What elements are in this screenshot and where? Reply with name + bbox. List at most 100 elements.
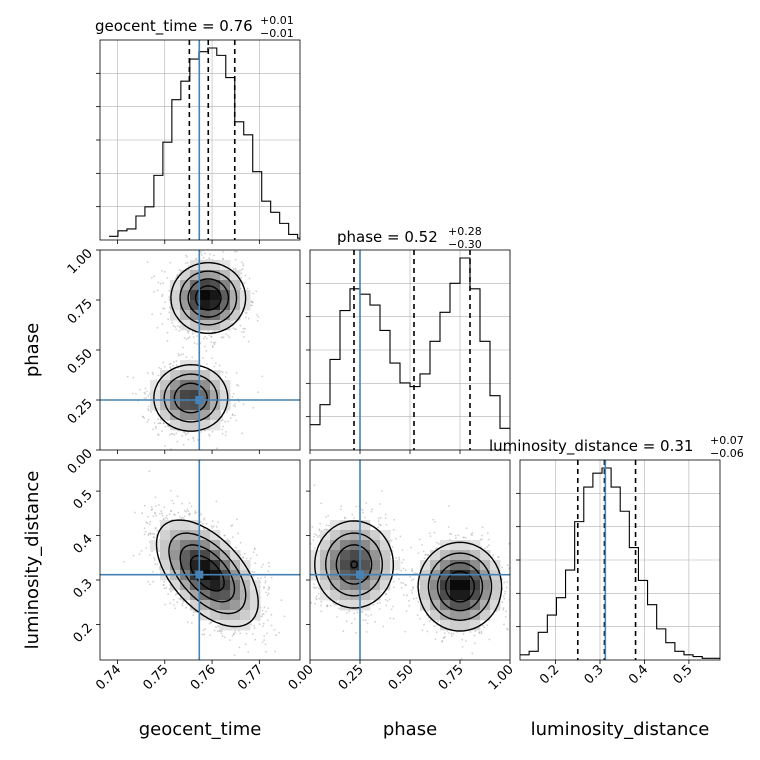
scatter-point [158,422,161,425]
scatter-point [220,419,223,422]
density-cell [200,300,211,311]
scatter-point [257,316,260,318]
scatter-point [221,635,224,638]
scatter-point [265,610,267,613]
scatter-point [228,336,231,339]
scatter-point [177,511,180,514]
scatter-point [264,580,267,582]
scatter-point [180,353,183,356]
panel-frame [99,39,301,241]
hist-bin [244,135,253,240]
hist-bin [593,473,602,660]
scatter-point [170,510,172,512]
scatter-point [209,634,212,637]
scatter-point [186,256,188,258]
y-tick-label: 0.00 [65,446,96,477]
scatter-point [211,430,214,433]
scatter-point [191,356,194,359]
scatter-point [188,514,191,516]
scatter-point [192,332,194,335]
scatter-point [158,367,161,369]
density-cell [170,280,181,291]
scatter-point [233,654,236,657]
hist-bin [566,570,575,660]
density-cell [170,290,181,301]
scatter-point [209,335,212,338]
scatter-point [242,263,245,265]
scatter-point [234,267,237,270]
scatter-point [253,571,256,573]
hist-bin [380,330,390,450]
scatter-point [163,307,166,310]
scatter-point [152,515,155,518]
scatter-point [164,301,166,304]
scatter-point [208,258,211,261]
density-cell [210,400,221,411]
scatter-point [196,343,199,345]
scatter-point [187,513,190,516]
scatter-point [245,643,247,646]
density-cell [170,380,181,391]
density-cell [190,390,201,401]
scatter-point [162,307,164,310]
hist-bin [118,231,127,240]
scatter-point [170,433,173,435]
scatter-point [253,547,256,550]
hist-bin [520,655,529,660]
hist-body [108,40,300,240]
scatter-point [167,424,169,427]
scatter-point [183,431,186,434]
scatter-point [152,373,155,376]
scatter-point [274,650,277,653]
scatter-point [242,264,245,267]
scatter-point [162,584,165,586]
density-cell [230,290,241,301]
scatter-point [166,277,169,279]
scatter-point [176,440,179,443]
density-cell [170,420,181,431]
scatter-point [159,422,162,424]
scatter-point [182,353,185,355]
scatter-point [185,338,188,341]
scatter-point [192,436,195,439]
scatter-point [159,282,162,285]
scatter-point [169,261,172,264]
scatter-point [134,511,136,514]
scatter-point [183,337,186,339]
scatter-point [157,374,160,377]
scatter-point [200,254,203,256]
scatter-point [221,257,224,260]
hist-bin [181,81,190,240]
scatter-point [234,403,236,405]
scatter-point [216,447,218,450]
scatter-point [156,563,159,566]
scatter-point [233,250,236,253]
scatter-point [225,431,228,433]
scatter-point [181,604,184,607]
scatter-point [132,376,135,379]
scatter-point [213,343,216,346]
scatter-point [225,333,228,335]
scatter-point [208,257,211,260]
scatter-point [154,527,157,530]
density-cell [230,310,241,321]
scatter-point [222,336,225,338]
density-cell [210,370,221,381]
scatter-point [147,405,150,408]
scatter-point [217,521,219,523]
scatter-point [161,512,163,515]
scatter-point [261,641,264,643]
scatter-point [192,611,195,614]
density-cell [210,300,221,311]
scatter-point [187,438,190,441]
scatter-point [175,364,178,366]
scatter-point [187,331,190,334]
hist-bin [350,289,360,450]
density-cell [190,370,201,381]
scatter-point [203,633,206,636]
scatter-point [185,510,188,513]
density-cell [200,390,211,401]
hist-bin [280,223,289,240]
density-cell [180,420,191,431]
density-cell [220,390,231,401]
